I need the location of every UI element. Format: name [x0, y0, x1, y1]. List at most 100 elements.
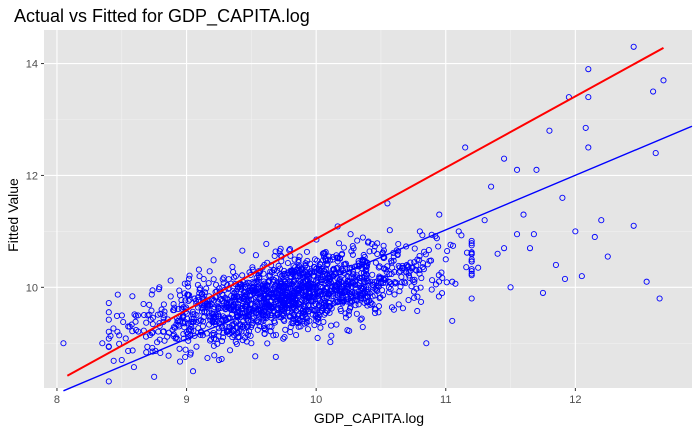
- data-point: [372, 259, 379, 266]
- data-point: [228, 297, 235, 304]
- data-point: [200, 314, 207, 321]
- data-point: [311, 307, 319, 314]
- data-point: [219, 276, 226, 283]
- data-point: [452, 280, 459, 287]
- data-point: [314, 295, 321, 303]
- data-point: [329, 283, 336, 290]
- data-point: [245, 297, 252, 304]
- data-point: [211, 314, 218, 321]
- data-point: [349, 243, 356, 250]
- data-point: [427, 257, 435, 264]
- data-point: [196, 273, 203, 280]
- data-point: [144, 312, 151, 319]
- data-point: [257, 294, 264, 301]
- data-point: [219, 317, 226, 324]
- data-point: [366, 248, 373, 255]
- data-point: [468, 268, 475, 275]
- data-point: [218, 355, 225, 363]
- data-point: [374, 287, 381, 294]
- data-point: [357, 292, 364, 299]
- data-point: [322, 249, 329, 256]
- data-point: [370, 247, 377, 254]
- data-point: [367, 299, 374, 306]
- data-point: [189, 368, 197, 375]
- data-point: [481, 217, 488, 224]
- data-point: [133, 326, 140, 334]
- data-point: [272, 298, 279, 305]
- data-point: [361, 284, 368, 291]
- data-point: [435, 293, 442, 300]
- data-point: [282, 326, 289, 333]
- data-point: [229, 263, 236, 270]
- data-point: [375, 309, 382, 316]
- data-point: [260, 270, 267, 277]
- data-point: [364, 239, 372, 246]
- data-point: [282, 282, 289, 289]
- data-point: [241, 284, 248, 291]
- data-point: [256, 274, 263, 281]
- data-point: [249, 266, 256, 273]
- data-point: [232, 338, 239, 345]
- data-point: [292, 300, 299, 307]
- x-tick-label: 11: [440, 394, 451, 406]
- data-point: [384, 263, 391, 270]
- data-point: [359, 323, 366, 331]
- data-point: [131, 311, 138, 318]
- y-tick-label: 12: [26, 170, 38, 182]
- data-point: [236, 327, 243, 335]
- data-point: [264, 340, 271, 347]
- data-point: [342, 260, 349, 267]
- data-point: [182, 346, 189, 353]
- data-point: [444, 247, 451, 255]
- data-point: [181, 324, 188, 331]
- data-point: [372, 310, 379, 317]
- data-point: [118, 356, 125, 364]
- data-point: [160, 315, 167, 322]
- data-point: [288, 296, 296, 303]
- data-point: [105, 309, 112, 316]
- y-tick-label: 14: [26, 59, 38, 71]
- data-point: [154, 311, 161, 318]
- data-point: [422, 251, 429, 258]
- data-point: [290, 262, 297, 269]
- data-point: [399, 305, 406, 312]
- data-points: [60, 43, 667, 385]
- data-point: [353, 310, 360, 317]
- data-point: [291, 296, 298, 303]
- data-point: [247, 288, 255, 295]
- data-point: [189, 308, 196, 315]
- data-point: [270, 332, 277, 339]
- data-point: [411, 259, 418, 266]
- data-point: [475, 264, 482, 271]
- data-point: [598, 217, 605, 224]
- data-point: [232, 273, 239, 280]
- data-point: [129, 293, 136, 300]
- data-point: [395, 240, 402, 248]
- data-point: [129, 328, 136, 335]
- data-point: [546, 127, 553, 134]
- data-point: [178, 305, 185, 312]
- data-point: [215, 356, 223, 364]
- data-point: [290, 279, 297, 286]
- data-point: [326, 309, 333, 316]
- data-point: [402, 280, 409, 287]
- data-point: [220, 334, 227, 341]
- data-point: [276, 265, 283, 272]
- data-point: [211, 352, 218, 359]
- data-point: [293, 332, 300, 339]
- data-point: [129, 347, 136, 354]
- data-point: [339, 250, 346, 257]
- data-point: [413, 285, 420, 292]
- data-point: [310, 289, 317, 296]
- data-point: [398, 273, 405, 280]
- data-point: [249, 264, 256, 271]
- data-point: [468, 270, 475, 277]
- data-point: [463, 249, 471, 256]
- data-point: [180, 331, 187, 338]
- data-point: [230, 306, 238, 313]
- data-point: [265, 294, 272, 301]
- data-point: [260, 322, 267, 330]
- data-point: [533, 166, 540, 173]
- data-point: [390, 306, 397, 313]
- data-point: [278, 306, 286, 313]
